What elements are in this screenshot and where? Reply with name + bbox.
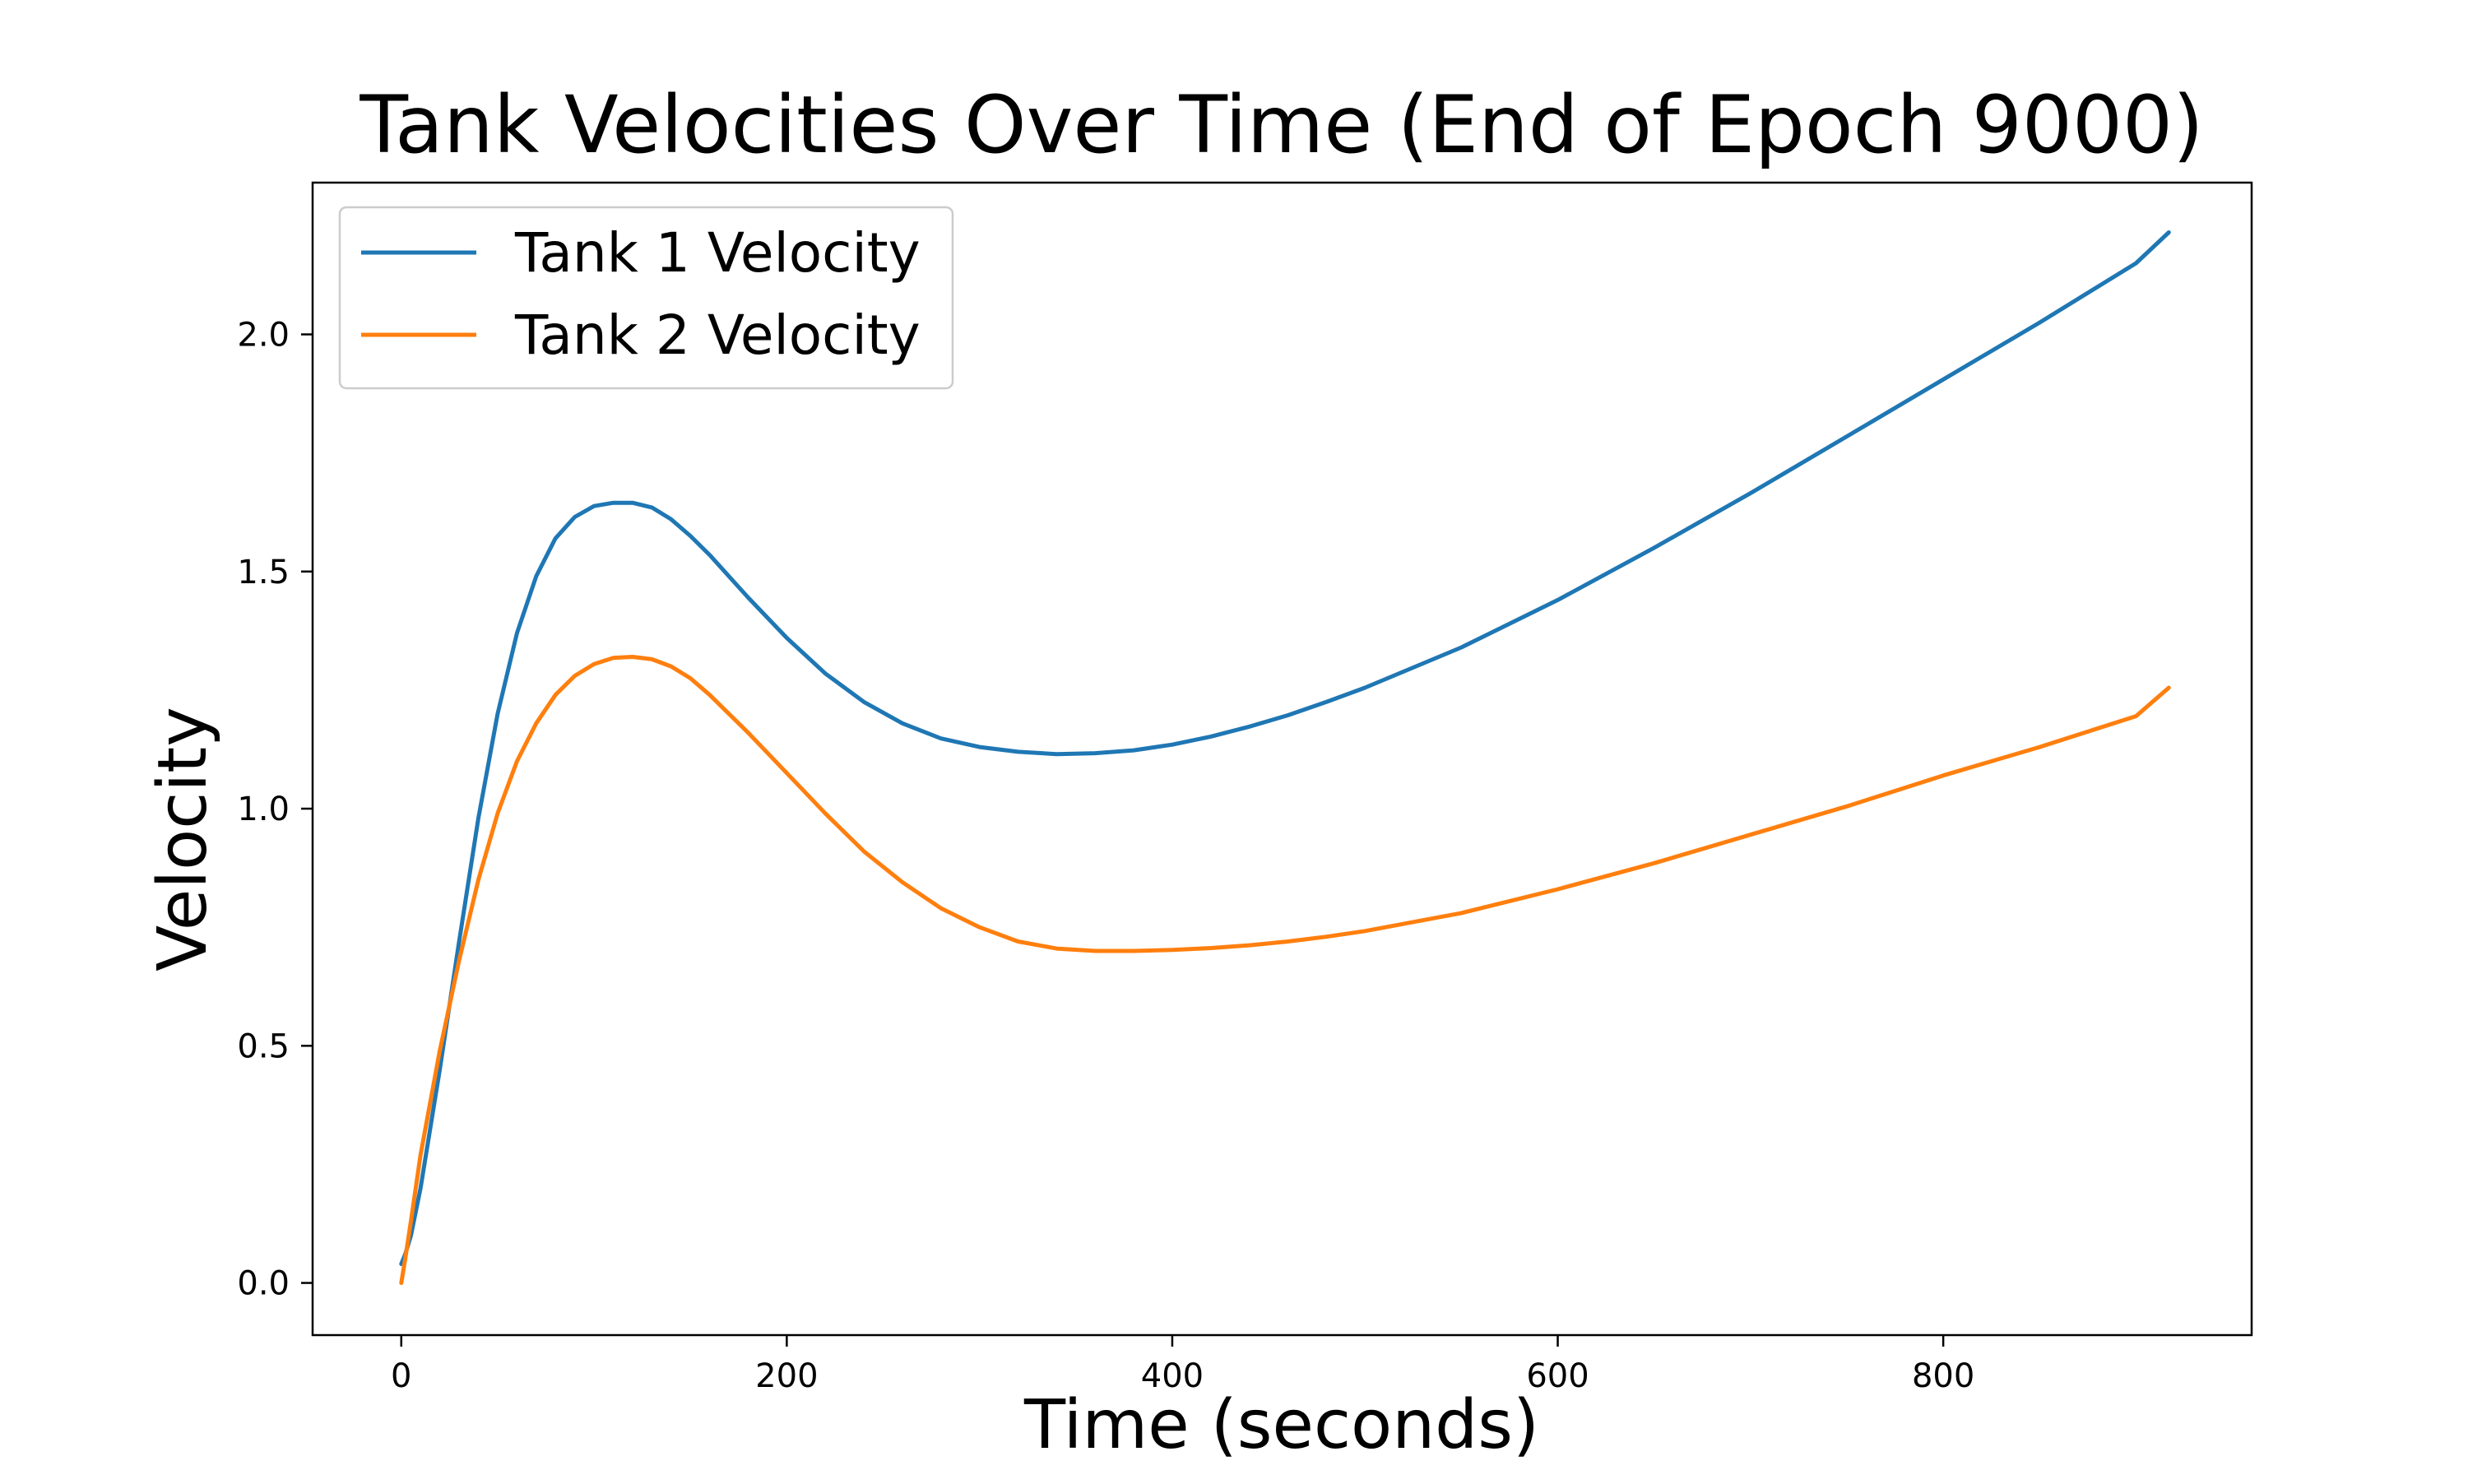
y-tick-label: 2.0 <box>237 316 290 354</box>
legend: Tank 1 Velocity Tank 2 Velocity <box>338 206 954 390</box>
series-line-2 <box>399 655 2171 1286</box>
y-tick-label: 0.0 <box>237 1265 290 1303</box>
chart-title: Tank Velocities Over Time (End of Epoch … <box>359 79 2203 171</box>
legend-label-2: Tank 2 Velocity <box>514 304 921 367</box>
legend-label-1: Tank 1 Velocity <box>514 221 921 285</box>
series-line-1 <box>399 230 2171 1266</box>
x-tick-label: 400 <box>1141 1357 1204 1395</box>
x-axis-label: Time (seconds) <box>1023 1386 1539 1464</box>
x-tick-label: 200 <box>755 1357 818 1395</box>
plot-area: 0 200 400 600 800 0.0 0.5 1.0 1.5 2.0 <box>237 181 2253 1395</box>
x-tick-label: 0 <box>391 1357 411 1395</box>
axes-frame <box>311 181 2253 1337</box>
x-tick-label: 600 <box>1526 1357 1589 1395</box>
y-axis-label: Velocity <box>144 707 222 972</box>
legend-box <box>338 206 954 390</box>
x-tick-label: 800 <box>1912 1357 1974 1395</box>
y-tick-label: 1.5 <box>237 554 290 591</box>
y-tick-label: 0.5 <box>237 1027 290 1065</box>
y-tick-label: 1.0 <box>237 791 290 828</box>
